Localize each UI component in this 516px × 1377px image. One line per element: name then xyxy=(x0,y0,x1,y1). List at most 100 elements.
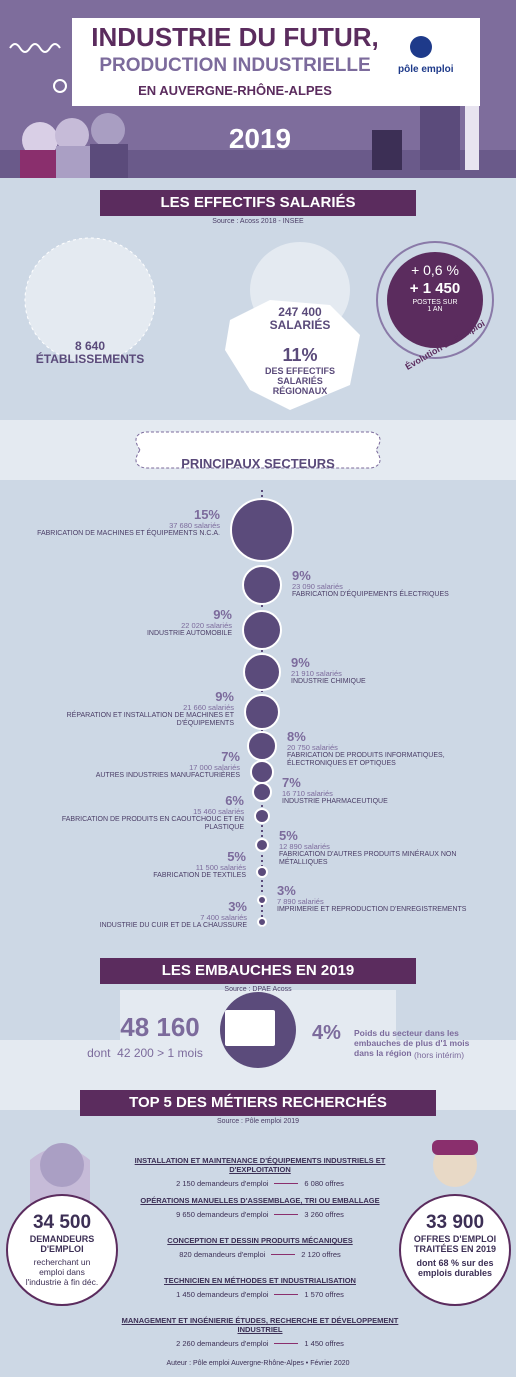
section-banner: LES EMBAUCHES EN 2019 xyxy=(100,958,416,984)
sector-icon xyxy=(230,498,294,562)
job-offres: 1 450 offres xyxy=(304,1339,344,1348)
sector-count: 37 680 salariés xyxy=(169,521,220,530)
source: Source : DPAE Acoss xyxy=(224,986,292,993)
sector-pct: 6% xyxy=(225,793,244,808)
job: MANAGEMENT ET INGÉNIERIE ÉTUDES, RECHERC… xyxy=(110,1316,410,1348)
hires-pct: 4% xyxy=(312,1022,341,1044)
stat-text: recherchant un emploi dans l'industrie à… xyxy=(25,1257,99,1287)
job-arrow xyxy=(274,1339,299,1344)
job-row: 2 260 demandeurs d'emploi 1 450 offres xyxy=(110,1339,410,1348)
job: OPÉRATIONS MANUELLES D'ASSEMBLAGE, TRI O… xyxy=(110,1196,410,1219)
evolution-count: + 1 450 xyxy=(409,280,461,297)
sector-count: 7 400 salariés xyxy=(200,913,247,922)
sector-label: IMPRIMERIE ET REPRODUCTION D'ENREGISTREM… xyxy=(277,906,467,913)
sector-pct: 9% xyxy=(215,689,234,704)
sector: 9% 23 090 salariés FABRICATION D'ÉQUIPEMEN… xyxy=(292,569,482,599)
sector-icon xyxy=(255,838,269,852)
sector-icon xyxy=(242,610,282,650)
sector: 9% 22 020 salariés INDUSTRIE AUTOMOBILE xyxy=(42,608,232,638)
job-title: MANAGEMENT ET INGÉNIERIE ÉTUDES, RECHERC… xyxy=(121,1316,399,1334)
sector-label: INDUSTRIE PHARMACEUTIQUE xyxy=(282,798,388,805)
sector-label: FABRICATION DE MACHINES ET ÉQUIPEMENTS N… xyxy=(37,530,220,537)
sector-count: 22 020 salariés xyxy=(181,621,232,630)
stat-value: 8 640 xyxy=(74,339,106,353)
sector-count: 20 750 salariés xyxy=(287,743,338,752)
job-title: INSTALLATION ET MAINTENANCE D'ÉQUIPEMENT… xyxy=(134,1156,386,1174)
sector-icon xyxy=(243,653,281,691)
job-arrow xyxy=(274,1290,299,1295)
job: INSTALLATION ET MAINTENANCE D'ÉQUIPEMENT… xyxy=(110,1156,410,1188)
stat-value: 34 500 xyxy=(32,1212,92,1233)
sector-label: FABRICATION D'ÉQUIPEMENTS ÉLECTRIQUES xyxy=(292,591,449,598)
sector-icon xyxy=(254,808,270,824)
sector-pct: 8% xyxy=(287,729,306,744)
job-arrow xyxy=(274,1179,299,1184)
logo-icon xyxy=(410,36,432,58)
sector-label: FABRICATION D'AUTRES PRODUITS MINÉRAUX N… xyxy=(279,851,457,866)
sector-label: AUTRES INDUSTRIES MANUFACTURIÈRES xyxy=(95,772,240,779)
logo: pôle emploi xyxy=(398,64,454,75)
sector-pct: 7% xyxy=(282,775,301,790)
sector: 7% 17 000 salariés AUTRES INDUSTRIES MANUF… xyxy=(50,750,240,780)
sector-count: 21 660 salariés xyxy=(183,703,234,712)
hires-detail: dont 42 200 > 1 mois xyxy=(87,1046,203,1060)
section-banner: LES EFFECTIFS SALARIÉS xyxy=(100,190,416,216)
stat-label: DES EFFECTIFS SALARIÉS RÉGIONAUX xyxy=(264,366,335,396)
section-banner: TOP 5 DES MÉTIERS RECHERCHÉS xyxy=(80,1090,436,1116)
job-offres: 2 120 offres xyxy=(301,1250,341,1259)
title: INDUSTRIE DU FUTUR, xyxy=(91,22,379,52)
job-title: TECHNICIEN EN MÉTHODES ET INDUSTRIALISAT… xyxy=(164,1276,356,1285)
hires-note: (hors intérim) xyxy=(414,1050,465,1060)
job-offres: 3 260 offres xyxy=(304,1210,344,1219)
job-arrow xyxy=(274,1210,299,1215)
job-row: 820 demandeurs d'emploi 2 120 offres xyxy=(110,1250,410,1259)
stat-value: 11% xyxy=(282,345,318,365)
hires-text: Poids du secteur dans les embauches de p… xyxy=(354,1028,470,1058)
sector-pct: 9% xyxy=(213,607,232,622)
evolution-pct: + 0,6 % xyxy=(411,262,459,278)
sector-label: INDUSTRIE AUTOMOBILE xyxy=(146,630,232,637)
sector-count: 12 890 salariés xyxy=(279,842,330,851)
section-title: PRINCIPAUX SECTEURS xyxy=(181,456,335,471)
job-title: CONCEPTION ET DESSIN PRODUITS MÉCANIQUES xyxy=(167,1236,353,1245)
job-title: OPÉRATIONS MANUELLES D'ASSEMBLAGE, TRI O… xyxy=(140,1196,380,1205)
sector-pct: 9% xyxy=(291,655,310,670)
sector-label: FABRICATION DE TEXTILES xyxy=(153,872,246,879)
sector-label: INDUSTRIE DU CUIR ET DE LA CHAUSSURE xyxy=(99,922,247,929)
sector-label: INDUSTRIE CHIMIQUE xyxy=(291,678,366,685)
sector-icon xyxy=(256,866,268,878)
sector-count: 11 500 salariés xyxy=(195,863,246,872)
sector: 9% 21 660 salariés RÉPARATION ET INSTALLAT… xyxy=(44,690,234,728)
stat-label: OFFRES D'EMPLOI TRAITÉES EN 2019 xyxy=(413,1234,497,1254)
sector-icon xyxy=(250,760,274,784)
hires-total: 48 160 xyxy=(120,1012,200,1042)
sector-count: 21 910 salariés xyxy=(291,669,342,678)
sector: 8% 20 750 salariés FABRICATION DE PRODUITS… xyxy=(287,730,477,768)
job-row: 1 450 demandeurs d'emploi 1 570 offres xyxy=(110,1290,410,1299)
sector: 3% 7 400 salariés INDUSTRIE DU CUIR ET DE … xyxy=(57,900,247,930)
sector-count: 23 090 salariés xyxy=(292,582,343,591)
sector-label: FABRICATION DE PRODUITS EN CAOUTCHOUC ET… xyxy=(61,816,244,831)
sector-icon xyxy=(244,694,280,730)
stat-value: 247 400 xyxy=(278,305,322,319)
sector-label: FABRICATION DE PRODUITS INFORMATIQUES, É… xyxy=(287,752,445,767)
sector-icon xyxy=(242,565,282,605)
sector-pct: 7% xyxy=(221,749,240,764)
sector-pct: 9% xyxy=(292,568,311,583)
sector-count: 15 460 salariés xyxy=(193,807,244,816)
sector-icon xyxy=(247,731,277,761)
job-demandeurs: 1 450 demandeurs d'emploi xyxy=(176,1290,269,1299)
stat-label: DEMANDEURS D'EMPLOI xyxy=(29,1234,95,1254)
sector: 5% 11 500 salariés FABRICATION DE TEXTILES xyxy=(56,850,246,880)
stat-label: ÉTABLISSEMENTS xyxy=(35,352,145,366)
sector-icon xyxy=(257,895,267,905)
job-demandeurs: 2 260 demandeurs d'emploi xyxy=(176,1339,269,1348)
sector-pct: 3% xyxy=(277,883,296,898)
job-offres: 6 080 offres xyxy=(304,1179,344,1188)
sector-count: 17 000 salariés xyxy=(189,763,240,772)
sector-count: 16 710 salariés xyxy=(282,789,333,798)
source: Source : Acoss 2018 - INSEE xyxy=(212,218,304,225)
job-offres: 1 570 offres xyxy=(304,1290,344,1299)
